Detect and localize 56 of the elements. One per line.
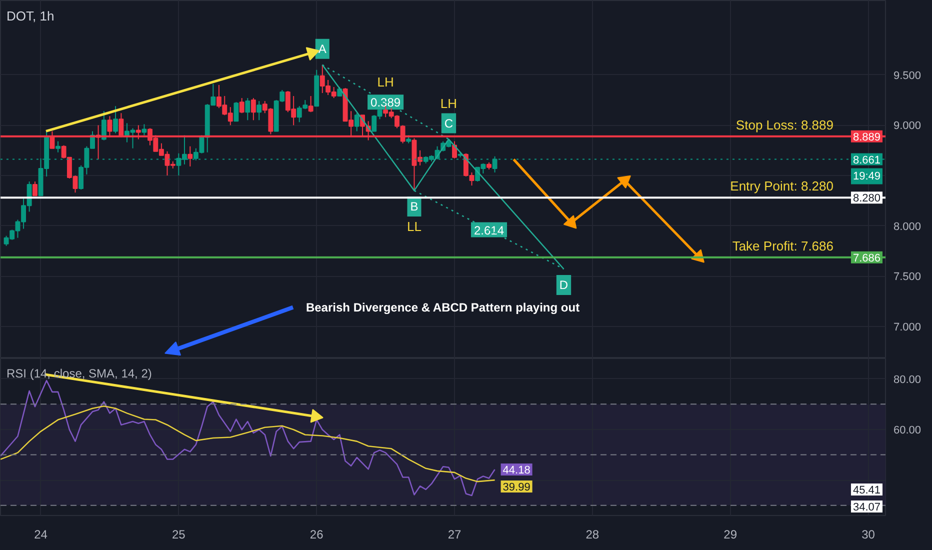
x-tick-label: 30	[862, 528, 876, 542]
annotation: 8.280	[852, 192, 881, 205]
x-tick-label: 28	[586, 528, 600, 542]
candlestick	[250, 98, 256, 121]
annotation: 8.661	[852, 154, 881, 166]
candlestick	[32, 181, 38, 196]
text: DOT, 1h	[6, 8, 54, 24]
candlestick	[142, 124, 147, 136]
y-tick-label: 7.500	[894, 271, 922, 284]
y-tick-label: 80.00	[894, 374, 922, 386]
data-label: A	[318, 42, 326, 56]
annotation: 0.389	[370, 96, 401, 110]
annotation: 34.07	[852, 502, 881, 514]
x-tick-label: 26	[310, 528, 324, 542]
annotation: 45.41	[852, 484, 881, 496]
point	[617, 175, 631, 188]
y-tick-label: 60.00	[894, 424, 922, 436]
x-tick-label: 25	[172, 528, 186, 542]
line-series	[0, 405, 496, 482]
data-label: B	[410, 200, 418, 214]
candlestick	[256, 100, 262, 121]
annotation: 7.686	[852, 252, 881, 264]
annotation: Bearish Divergence & ABCD Pattern playing out	[306, 300, 580, 314]
candlestick	[452, 140, 457, 159]
annotation: 2.614	[474, 223, 504, 238]
y-tick-label: 8.000	[894, 220, 922, 233]
data-label: C	[444, 116, 454, 130]
line-series	[0, 380, 496, 496]
ref-line-label: Stop Loss: 8.889	[736, 117, 834, 132]
y-tick-label: 9.000	[894, 120, 922, 132]
y-tick-label: 7.000	[894, 321, 922, 334]
candlestick	[234, 102, 239, 122]
annotation: LH	[440, 96, 458, 111]
candlestick	[56, 140, 60, 153]
ref-line-label: Take Profit: 7.686	[732, 238, 834, 254]
x-tick-label: 27	[448, 528, 462, 542]
candlestick	[354, 112, 360, 132]
candlestick	[308, 96, 314, 113]
annotation: 8.889	[852, 131, 881, 144]
candlestick	[245, 98, 250, 121]
candlestick	[188, 146, 193, 167]
y-tick-label: 9.500	[894, 70, 922, 82]
x-tick-label: 24	[34, 528, 48, 542]
annotation: LL	[407, 219, 422, 234]
text: RSI (14, close, SMA, 14, 2)	[6, 366, 152, 380]
candlestick	[113, 106, 118, 134]
ref-line-label: Entry Point: 8.280	[730, 178, 834, 194]
annotation: 19:49	[852, 170, 881, 182]
point	[563, 215, 577, 229]
candlestick	[239, 98, 244, 114]
candlestick	[101, 110, 106, 141]
annotation: LH	[377, 74, 394, 90]
x-tick-label: 29	[724, 528, 738, 542]
data-label: 44.18	[502, 464, 530, 476]
data-label: 39.99	[502, 481, 530, 494]
data-label: D	[559, 278, 568, 292]
